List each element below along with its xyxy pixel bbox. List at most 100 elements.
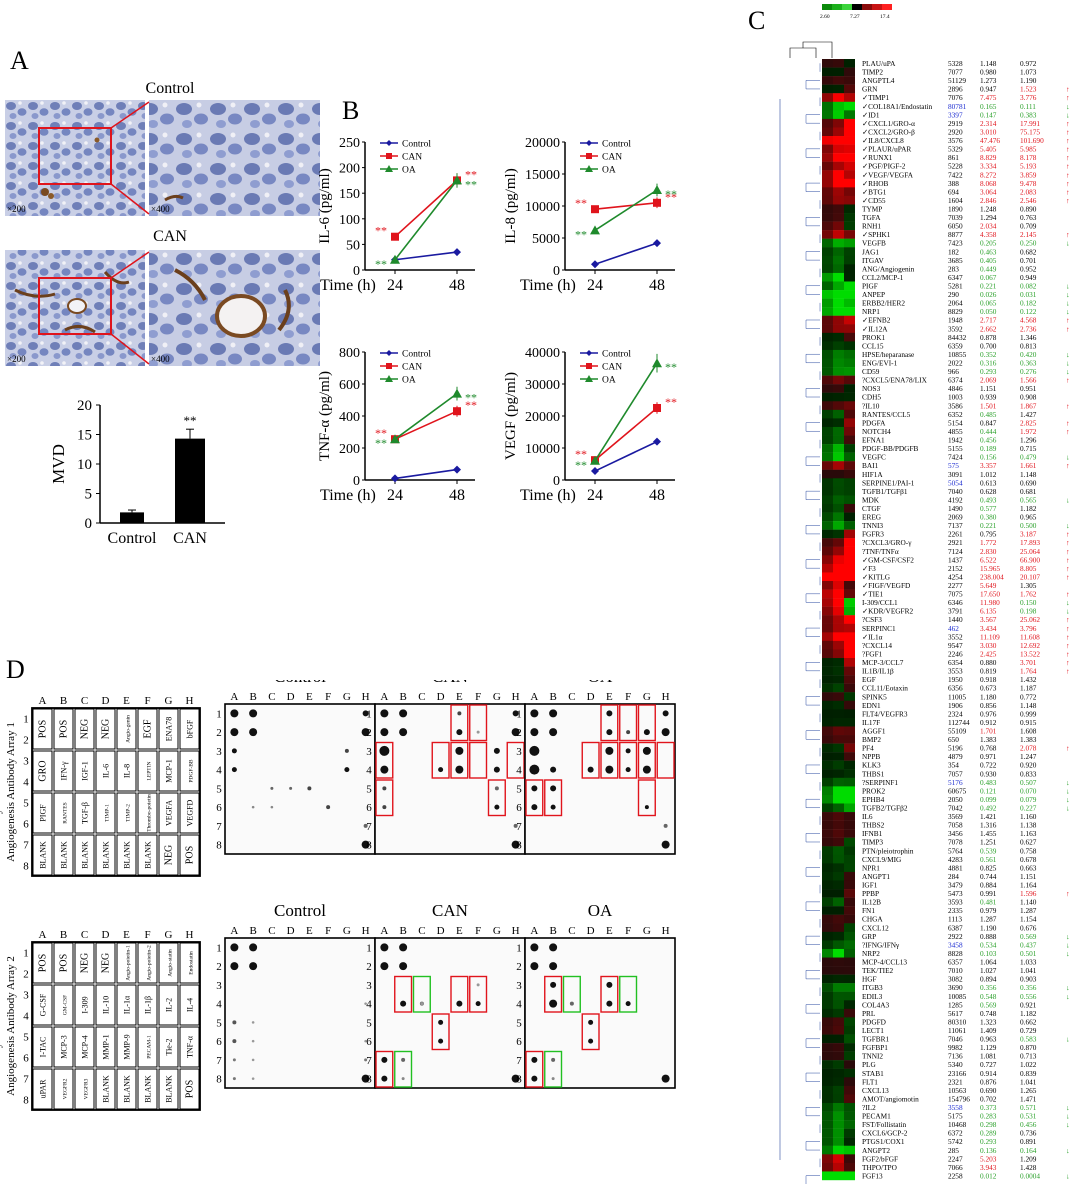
series-line [594, 407, 658, 461]
row-label: 1 [516, 942, 522, 954]
heatmap-cell [822, 101, 833, 111]
gene-row: ✓EFNB2 1948 2.717 4.568 ↑ [822, 315, 1070, 325]
gene-id: 7136 [948, 1052, 963, 1061]
gene-row: ✓IL8/CXCL8 3576 47.476 101.690 ↑ [822, 136, 1070, 145]
heatmap-cell [844, 991, 855, 1001]
gene-name: HGF [862, 975, 877, 984]
gene-name: NOS3 [862, 384, 881, 393]
blot-spot [661, 1074, 670, 1083]
array-cell-label: PDGF-BB [189, 759, 195, 783]
heatmap-cell [833, 153, 844, 162]
highlight-box [375, 1050, 394, 1088]
gene-row: ANG/Angiogenin 283 0.449 0.952 [822, 264, 1037, 273]
heatmap-cell [833, 418, 844, 428]
fold-change-can: 2.314 [980, 119, 997, 128]
data-point [390, 254, 400, 264]
heatmap-cell [844, 615, 855, 624]
gene-id: 80310 [948, 1017, 967, 1026]
heatmap-cell [833, 957, 844, 967]
row-label: 1 [366, 942, 372, 954]
heatmap-cell [822, 658, 833, 667]
gene-row: EREG 2069 0.380 0.965 [822, 512, 1037, 522]
heatmap-cell [822, 255, 833, 265]
data-point [591, 205, 599, 214]
gene-id: 6359 [948, 341, 963, 350]
fold-change-oa: 1.247 [1020, 752, 1037, 761]
gene-name: FGF13 [862, 1171, 883, 1180]
dendrogram-branch [805, 251, 820, 261]
array-cell [137, 708, 158, 750]
gene-row: PIGF 5281 0.221 0.082 ↓ [822, 281, 1070, 291]
column-label: C [81, 695, 88, 707]
blot-spot [381, 1056, 388, 1063]
highlight-box [431, 741, 450, 779]
color-scale-swatch [852, 4, 862, 10]
fold-change-oa: 1.566 [1020, 376, 1037, 385]
heatmap-cell [822, 640, 833, 650]
heatmap-cell [844, 1043, 855, 1052]
heatmap-cell [833, 871, 844, 881]
heatmap-cell [822, 683, 833, 693]
gene-name: ✓BTG1 [862, 187, 887, 196]
down-arrow-icon: ↓ [1066, 359, 1070, 368]
down-arrow-icon: ↓ [1066, 495, 1070, 504]
gene-name: PECAM1 [862, 1112, 891, 1121]
significance-marker: ** [465, 167, 477, 181]
array-cell [53, 750, 74, 792]
row-label: 3 [516, 980, 522, 992]
highlight-box [600, 975, 619, 1013]
gene-name: CXCL9/MIG [862, 855, 902, 864]
blot-spot [399, 962, 408, 971]
array-cell-label: NEG [164, 845, 175, 866]
blot-spot [380, 728, 389, 737]
fold-change-oa: 0.227 [1020, 803, 1037, 812]
fold-change-oa: 1.163 [1020, 829, 1037, 838]
row-label: 3 [216, 746, 222, 758]
dendrogram-branch [805, 662, 820, 672]
blot-spot [605, 746, 614, 755]
array-title: RayBio Human [0, 757, 3, 826]
gene-row: CCL11/Eotaxin 6356 0.673 1.187 [822, 683, 1037, 693]
heatmap-cell [822, 1025, 833, 1035]
gene-id: 7040 [948, 487, 963, 496]
heatmap-cell [833, 213, 844, 222]
heatmap-cell [844, 426, 855, 436]
column-label: H [186, 695, 194, 707]
heatmap-cell [822, 880, 833, 890]
blot-spot [381, 1075, 388, 1082]
heatmap-cell [844, 144, 855, 154]
heatmap-cell [833, 375, 844, 385]
up-arrow-icon: ↑ [1066, 649, 1070, 658]
heatmap-cell [822, 478, 833, 488]
fold-change-oa: 0.082 [1020, 282, 1037, 291]
heatmap-cell [844, 1111, 855, 1121]
gene-row: ANGPT2 285 0.136 0.164 ↓ [822, 1145, 1070, 1155]
heatmap-cell [822, 469, 833, 479]
gene-id: 6356 [948, 684, 963, 693]
heatmap-cell [833, 529, 844, 539]
gene-name: GRP [862, 932, 876, 941]
gene-id: 8877 [948, 230, 963, 239]
fold-change-oa: 1.154 [1020, 915, 1037, 924]
gene-row: EDN1 1906 0.856 1.148 [822, 700, 1037, 710]
fold-change-oa: 2.078 [1020, 744, 1037, 753]
array-cell-label: IL-8 [123, 764, 132, 778]
blot-spot [550, 785, 557, 792]
gene-id: 7058 [948, 821, 963, 830]
blot-spot [249, 943, 258, 952]
array-cell-label: MMP-1 [102, 1034, 111, 1059]
blot-spot [606, 710, 613, 717]
column-label: G [643, 925, 651, 937]
heatmap-cell [822, 726, 833, 736]
dendrogram-branch [805, 593, 820, 603]
gene-name: PIGF [862, 282, 878, 291]
gene-row: ✓CXCL2/GRO-β 2920 3.010 75.175 ↑ [822, 127, 1070, 136]
heatmap-cell [833, 615, 844, 624]
array-cell [179, 792, 200, 834]
heatmap-cell [833, 187, 844, 197]
blot-spot [362, 710, 369, 717]
fold-change-oa: 1.972 [1020, 427, 1037, 436]
fold-change-oa: 0.662 [1020, 1017, 1037, 1026]
array-cell [116, 1068, 137, 1110]
fold-change-oa: 0.276 [1020, 367, 1037, 376]
